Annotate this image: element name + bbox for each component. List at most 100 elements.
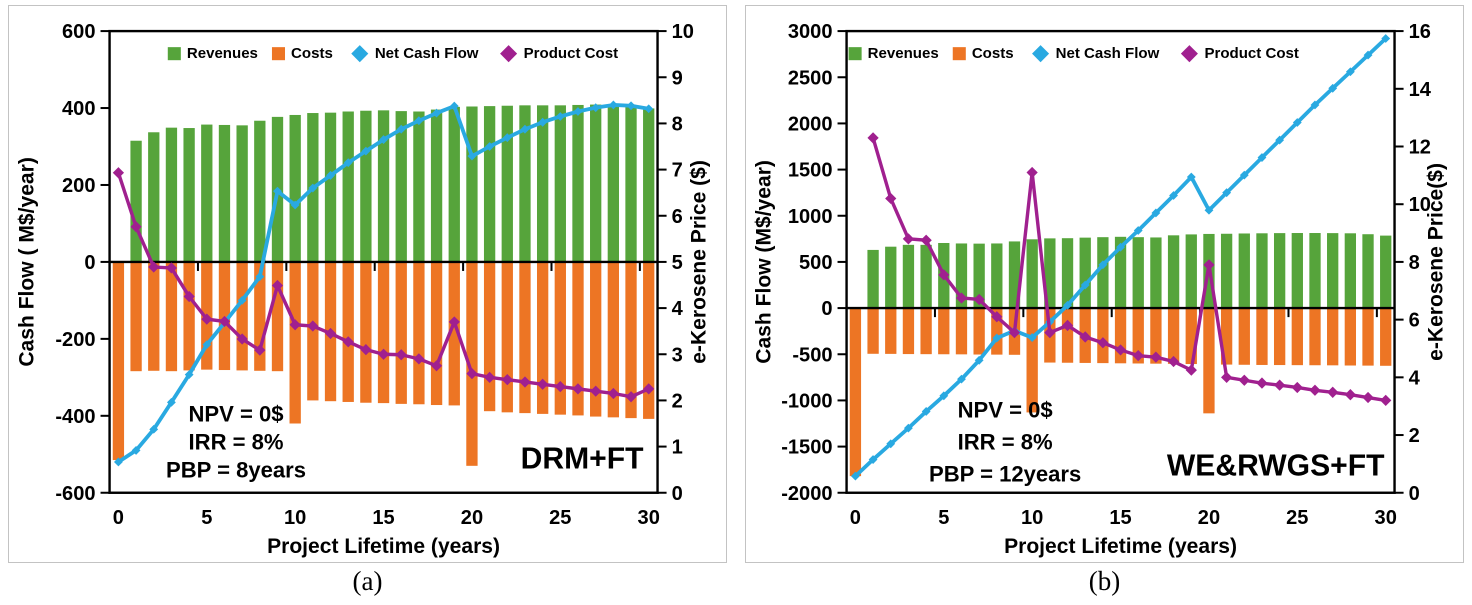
marker-diamond <box>449 101 459 111</box>
bar <box>271 261 284 372</box>
panel-a: -600 -400 -200 0 200 400 600 0 1 2 3 4 5 6 7 8 9 10 0 5 10 15… <box>8 5 727 563</box>
annotation-line: PBP = 12years <box>929 462 1081 487</box>
yright-tick-label: 1 <box>672 437 683 459</box>
x-tick-label: 0 <box>113 507 124 529</box>
yleft-tick-label: -1000 <box>781 390 832 412</box>
marker-diamond <box>644 104 654 114</box>
marker-diamond <box>885 192 897 205</box>
bars-revenues <box>867 233 1392 309</box>
bar <box>1150 308 1162 364</box>
marker-diamond <box>1185 364 1197 376</box>
marker-diamond <box>920 234 932 246</box>
marker-diamond <box>484 371 496 383</box>
bar <box>1344 308 1357 366</box>
x-tick-label: 20 <box>1198 507 1220 529</box>
x-axis-title: Project Lifetime (years) <box>1004 535 1237 558</box>
marker-diamond <box>626 101 636 111</box>
marker-diamond <box>1345 67 1355 77</box>
marker-diamond <box>902 233 915 245</box>
yright-tick-label: 14 <box>1409 79 1432 101</box>
marker-diamond <box>939 391 949 401</box>
marker-diamond <box>1327 386 1339 399</box>
line-net-cash-flow <box>113 100 654 467</box>
legend-swatch-revenues <box>167 47 181 61</box>
marker-diamond <box>273 186 282 196</box>
bar <box>130 140 142 262</box>
annotation-line: NPV = 0$ <box>188 401 283 426</box>
annotation-line: IRR = 8% <box>189 430 284 455</box>
bar <box>1167 308 1180 364</box>
marker-diamond <box>555 112 565 121</box>
bar <box>448 106 460 262</box>
bar <box>395 261 407 404</box>
bar <box>130 261 142 372</box>
marker-diamond <box>326 170 335 180</box>
marker-diamond <box>501 374 513 386</box>
marker-diamond <box>1275 135 1285 145</box>
legend-label: Revenues <box>187 45 258 62</box>
yleft-tick-label: 600 <box>62 21 95 43</box>
bar <box>1238 233 1250 309</box>
yleft-tick-label: 200 <box>62 175 95 197</box>
bar <box>501 105 513 262</box>
yleft-tick-label: 1000 <box>788 206 833 228</box>
bar <box>148 261 160 371</box>
corner-label: WE&RWGS+FT <box>1167 450 1385 483</box>
legend: Revenues Costs Net Cash Flow Product Cost <box>167 45 618 63</box>
marker-diamond <box>342 336 354 348</box>
marker-diamond <box>992 333 1002 343</box>
bar <box>483 261 496 412</box>
bar <box>1344 233 1357 309</box>
marker-diamond <box>538 117 548 127</box>
yright-tick-label: 6 <box>672 206 683 228</box>
marker-diamond <box>1080 280 1090 290</box>
yleft-tick-label: -600 <box>55 483 95 505</box>
yright-tick-label: 2 <box>1409 425 1420 447</box>
marker-diamond <box>955 292 968 304</box>
yright-tick-label: 4 <box>1409 367 1421 389</box>
marker-diamond <box>1222 188 1232 198</box>
bar <box>112 261 125 461</box>
yleft-tick-label: -2000 <box>781 483 832 505</box>
yleft-tick-label: 400 <box>62 98 95 120</box>
x-tick-label: 5 <box>201 507 212 529</box>
bar <box>254 120 266 262</box>
bar <box>360 261 372 403</box>
corner-label: DRM+FT <box>521 443 644 476</box>
yleft-tick-label: -200 <box>55 329 95 351</box>
x-tick-label: 0 <box>850 507 861 529</box>
yright-tick-label: 8 <box>672 113 683 135</box>
bar <box>885 308 897 354</box>
x-tick-label: 5 <box>938 507 949 529</box>
bar <box>1044 238 1056 309</box>
yleft-tick-label: 0 <box>84 252 95 274</box>
marker-diamond <box>377 348 390 360</box>
legend-swatch-revenues <box>848 47 862 61</box>
bar <box>1327 308 1339 366</box>
yleft-tick-label: 3000 <box>788 21 833 43</box>
bar <box>607 261 620 418</box>
bar <box>643 261 655 419</box>
marker-diamond <box>430 360 443 372</box>
legend-marker-product_cost <box>1180 45 1198 63</box>
marker-diamond <box>1381 34 1391 43</box>
marker-diamond <box>1008 326 1021 339</box>
marker-diamond <box>1344 388 1357 401</box>
marker-diamond <box>1309 384 1321 396</box>
bar <box>572 104 584 262</box>
bar <box>1097 237 1109 309</box>
chart-a: -600 -400 -200 0 200 400 600 0 1 2 3 4 5 6 7 8 9 10 0 5 10 15… <box>15 21 710 558</box>
bar <box>1309 308 1321 366</box>
x-axis-title: Project Lifetime (years) <box>267 535 500 558</box>
yright-tick-label: 0 <box>1409 483 1420 505</box>
bar <box>483 106 496 262</box>
yleft-tick-label: -500 <box>792 344 832 366</box>
bar <box>183 128 195 262</box>
marker-diamond <box>903 423 913 433</box>
bar <box>920 244 932 309</box>
legend-label: Net Cash Flow <box>1056 45 1160 62</box>
y-axis-title-left: Cash Flow ( M$/year) <box>15 157 38 367</box>
marker-diamond <box>1044 326 1056 339</box>
bar <box>1362 308 1374 366</box>
